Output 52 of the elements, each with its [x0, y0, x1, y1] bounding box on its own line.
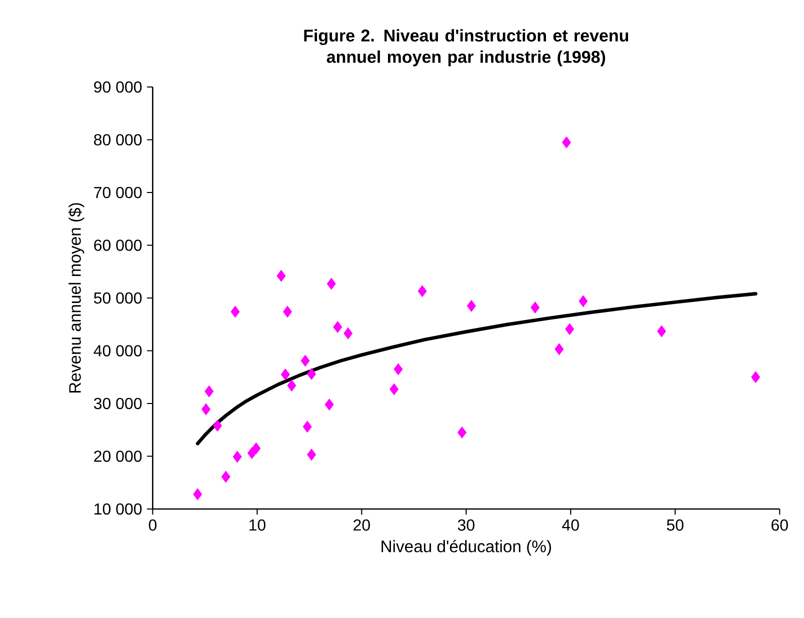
point [307, 448, 316, 461]
point [283, 306, 292, 318]
y-tick-label: 10 000 [94, 503, 142, 515]
point [530, 302, 540, 314]
point [578, 295, 588, 308]
x-tick-label: 60 [772, 519, 788, 531]
line-series [196, 292, 758, 446]
point [202, 403, 210, 416]
point [751, 371, 760, 383]
y-tick-label: 50 000 [94, 292, 142, 304]
point [344, 327, 353, 340]
y-tick-label: 30 000 [94, 398, 142, 410]
y-tick-label: 20 000 [94, 450, 142, 462]
point [554, 343, 564, 356]
point [657, 325, 666, 338]
point [280, 368, 290, 380]
point [302, 420, 312, 433]
point [287, 380, 296, 392]
x-tick-label: 50 [666, 519, 684, 531]
point [204, 385, 214, 398]
point [418, 285, 427, 298]
point [326, 278, 336, 290]
chart-title: Figure 2. Niveau d'instruction et revenu annuel moyen par industrie (1998) [304, 29, 628, 66]
y-tick-label: 80 000 [94, 134, 142, 146]
point [458, 426, 466, 438]
point [276, 270, 286, 282]
point [232, 450, 242, 463]
x-tick-label: 10 [249, 519, 266, 531]
point [565, 323, 574, 335]
point [333, 321, 342, 333]
point [252, 442, 261, 454]
point [193, 488, 202, 500]
point [394, 363, 403, 376]
point [390, 383, 399, 396]
x-tick-label: 30 [458, 519, 474, 531]
point [466, 300, 476, 312]
y-tick-label: 60 000 [94, 240, 142, 251]
y-axis-title: Revenu annuel moyen ($) [68, 203, 84, 393]
x-tick-label: 40 [562, 519, 579, 531]
y-tick-label: 90 000 [94, 81, 142, 93]
point [300, 354, 310, 367]
point [221, 470, 230, 483]
point [324, 398, 334, 410]
point [230, 306, 240, 318]
point [212, 420, 222, 432]
y-tick-label: 40 000 [94, 345, 142, 356]
point [562, 136, 571, 148]
y-tick-label: 70 000 [94, 186, 142, 198]
x-axis-title: Niveau d'éducation (%) [382, 540, 551, 556]
point [307, 368, 316, 380]
x-tick-label: 20 [354, 519, 370, 531]
x-tick-label: 0 [148, 519, 157, 531]
